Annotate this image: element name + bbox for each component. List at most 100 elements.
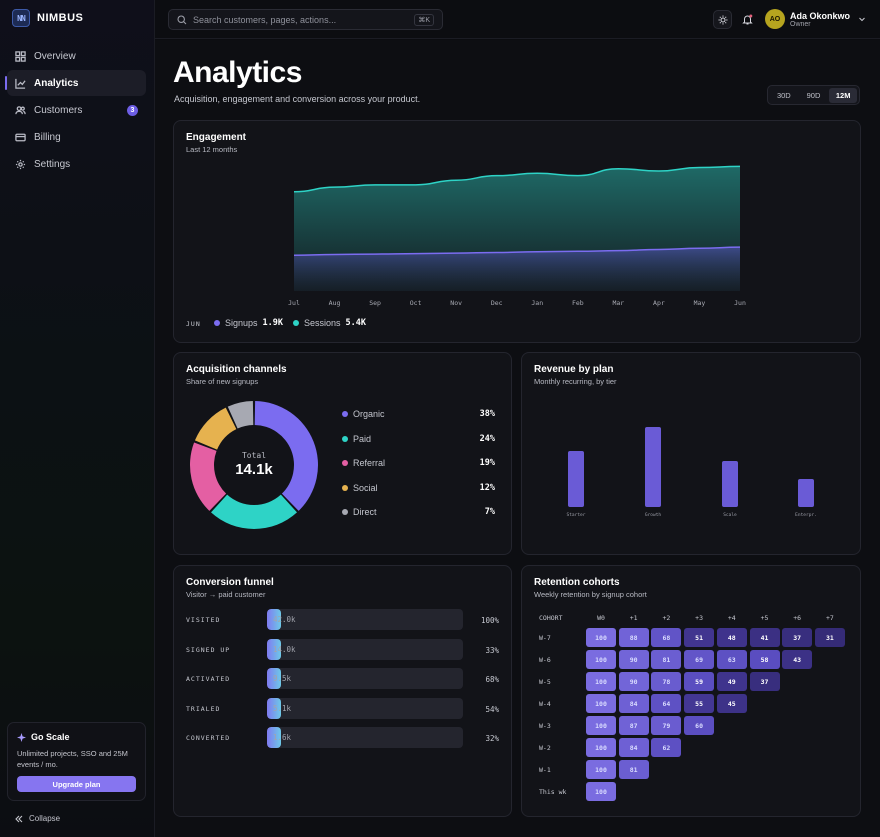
cohort-cell[interactable]: 59 — [684, 672, 715, 691]
cohort-cell[interactable]: 78 — [651, 672, 682, 691]
page-subtitle: Acquisition, engagement and conversion a… — [174, 94, 421, 104]
donut-slice-social[interactable] — [194, 407, 237, 450]
funnel-bar[interactable]: 14.0k — [267, 638, 463, 660]
bar-growth[interactable] — [645, 427, 661, 507]
donut-slice-referral[interactable] — [190, 442, 227, 511]
user-menu[interactable]: AO Ada Okonkwo Owner — [765, 9, 866, 29]
cohort-cell[interactable]: 37 — [782, 628, 813, 647]
cohort-cell[interactable]: 100 — [586, 782, 616, 801]
cohort-cell[interactable]: 100 — [586, 650, 616, 669]
x-tick-label: Jul — [288, 299, 300, 307]
cohort-cell[interactable]: 81 — [651, 650, 682, 669]
cohort-cell[interactable]: 68 — [651, 628, 682, 647]
cohort-cell[interactable]: 79 — [651, 716, 682, 735]
cohort-cell[interactable]: 58 — [749, 650, 780, 669]
range-30d[interactable]: 30D — [776, 90, 791, 100]
bar-starter[interactable] — [568, 451, 584, 507]
funnel-bar[interactable]: 9.5k — [267, 668, 463, 689]
donut-slice-organic[interactable] — [254, 401, 318, 511]
range-90d[interactable]: 90D — [806, 90, 821, 100]
cohort-cell[interactable]: 84 — [618, 694, 649, 713]
donut-slice-direct[interactable] — [227, 401, 254, 429]
cohort-cell[interactable]: 41 — [749, 628, 780, 647]
x-axis-ticks: Jul Aug Sep Oct Nov Dec Jan Feb Mar Apr May Jun — [288, 299, 746, 307]
cohort-cell[interactable]: 90 — [618, 650, 649, 669]
sidebar-item-settings[interactable]: Settings — [7, 151, 146, 177]
bar-enterpr[interactable] — [798, 479, 814, 507]
sessions-line — [293, 165, 741, 193]
search-input[interactable]: Search customers, pages, actions... ⌘K — [168, 9, 443, 30]
cohort-cell[interactable]: 84 — [618, 738, 649, 757]
cohort-row-label: W-3 — [539, 722, 551, 730]
signups-dot — [214, 320, 220, 326]
cohort-cell[interactable]: 88 — [618, 628, 649, 647]
cohort-cell[interactable]: 90 — [618, 672, 649, 691]
cohort-cell[interactable]: 37 — [749, 672, 780, 691]
range-12m[interactable]: 12M — [829, 87, 858, 103]
theme-toggle-button[interactable] — [713, 10, 732, 29]
sparkle-icon — [17, 732, 26, 742]
sidebar-item-overview[interactable]: Overview — [7, 43, 146, 69]
cohort-cell[interactable]: 100 — [586, 738, 616, 757]
brand[interactable]: NN NIMBUS — [12, 9, 83, 27]
chevron-down-icon — [859, 17, 865, 22]
sidebar-item-billing[interactable]: Billing — [7, 124, 146, 150]
cohort-column-header: +7 — [825, 614, 834, 622]
cohort-cell[interactable]: 69 — [684, 650, 715, 669]
sun-icon — [718, 15, 727, 24]
range-selector: 30D 90D 12M — [767, 85, 860, 105]
cohort-cell[interactable]: 63 — [716, 650, 747, 669]
sessions-dot — [293, 320, 299, 326]
funnel-bar[interactable]: 5.1k — [267, 697, 463, 719]
cohort-row-label: W-4 — [539, 700, 551, 708]
search-shortcut: ⌘K — [414, 14, 434, 26]
funnel-stage-value: 42.0k — [273, 615, 296, 624]
funnel-bar-fill — [267, 668, 281, 689]
donut-slice-paid[interactable] — [211, 494, 297, 529]
cohort-cell[interactable]: 100 — [586, 716, 616, 735]
revenue-title: Revenue by plan — [534, 364, 614, 375]
cohort-cell[interactable]: 62 — [651, 738, 682, 757]
cohort-cell[interactable]: 45 — [716, 694, 747, 713]
cohort-cell[interactable]: 64 — [651, 694, 682, 713]
cohort-row-label: W-2 — [539, 744, 551, 752]
funnel-stage-label: ACTIVATED — [186, 675, 231, 683]
revenue-card: Revenue by plan Monthly recurring, by ti… — [521, 352, 861, 555]
page-title: Analytics — [173, 56, 302, 89]
cohort-cell[interactable]: 48 — [716, 628, 747, 647]
cohort-cell[interactable]: 100 — [586, 628, 616, 647]
cohort-cell[interactable]: 49 — [716, 672, 747, 691]
channel-name: Organic — [353, 409, 385, 419]
donut-total-label: Total — [241, 451, 267, 460]
sessions-label: Sessions — [304, 318, 341, 328]
cohort-cell[interactable]: 31 — [814, 628, 845, 647]
collapse-button[interactable]: Collapse — [15, 814, 60, 823]
cohort-cell[interactable]: 100 — [586, 694, 616, 713]
cohort-cell[interactable]: 100 — [586, 672, 616, 691]
funnel-stage-pct: 32% — [485, 734, 499, 743]
funnel-bar[interactable]: 42.0k — [267, 609, 463, 630]
cohort-row-label: This wk — [539, 788, 567, 796]
cohort-cell[interactable]: 51 — [684, 628, 715, 647]
cohort-cell[interactable]: 60 — [684, 716, 715, 735]
funnel-bar[interactable]: 1.6k — [267, 727, 463, 748]
grid-icon — [15, 50, 26, 62]
sidebar-item-customers[interactable]: Customers 3 — [7, 97, 146, 123]
cohort-row-label: W-1 — [539, 766, 551, 774]
donut-total-value: 14.1k — [235, 461, 273, 478]
funnel-card: Conversion funnel Visitor → paid custome… — [173, 565, 512, 817]
cohort-cell[interactable]: 43 — [782, 650, 813, 669]
x-tick-label: Nov — [450, 299, 462, 307]
cohort-cell[interactable]: 100 — [586, 760, 616, 779]
collapse-label: Collapse — [29, 814, 61, 823]
bell-icon — [742, 14, 753, 25]
cohort-cell[interactable]: 55 — [684, 694, 715, 713]
cohort-cell[interactable]: 87 — [618, 716, 649, 735]
bar-scale[interactable] — [722, 461, 738, 507]
upgrade-plan-button[interactable]: Upgrade plan — [17, 776, 136, 792]
funnel-stage-value: 9.5k — [273, 674, 292, 683]
sidebar-item-analytics[interactable]: Analytics — [5, 70, 146, 96]
notifications-button[interactable] — [738, 10, 757, 29]
sidebar-item-label: Analytics — [34, 77, 79, 89]
cohort-cell[interactable]: 81 — [618, 760, 649, 779]
